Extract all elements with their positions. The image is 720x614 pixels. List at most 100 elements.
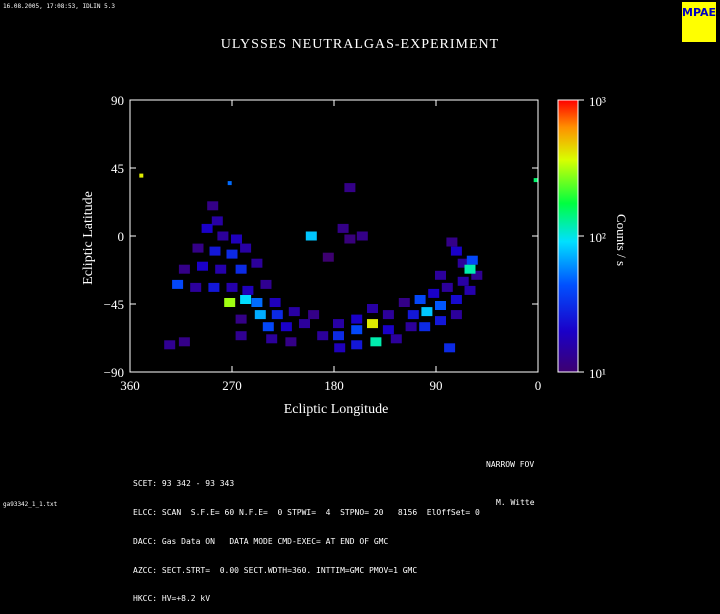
heatmap-cell xyxy=(235,331,247,341)
heatmap-cell xyxy=(405,322,417,332)
heatmap-cell xyxy=(471,270,483,280)
heatmap-cell xyxy=(356,231,368,241)
footer-line-elcc: ELCC: SCAN S.F.E= 60 N.F.E= 0 STPWI= 4 S… xyxy=(133,507,480,517)
heatmap-cell xyxy=(419,322,431,332)
footer-line-dacc: DACC: Gas Data ON DATA MODE CMD-EXEC= AT… xyxy=(133,536,389,546)
heatmap-cell xyxy=(333,319,344,329)
y-tick-label: −90 xyxy=(104,365,124,380)
chart-title: ULYSSES NEUTRALGAS-EXPERIMENT xyxy=(220,37,500,52)
footer-info: SCET: 93 342 - 93 343 ELCC: SCAN S.F.E= … xyxy=(133,460,480,614)
heatmap-cell xyxy=(450,295,462,304)
heatmap-cell xyxy=(226,282,238,292)
heatmap-cell xyxy=(254,310,266,320)
heatmap-cell xyxy=(251,298,263,307)
colorbar-tick-top: 10³ xyxy=(589,94,606,109)
heatmap-cell xyxy=(226,249,238,259)
colorbar-tick-mid: 10² xyxy=(589,230,606,245)
heatmap-cell xyxy=(414,295,426,304)
heatmap-cell xyxy=(407,310,419,320)
fov-label: NARROW FOV xyxy=(486,460,535,469)
x-axis-ticks: 360 270 180 90 0 xyxy=(120,100,541,393)
heatmap-cell xyxy=(317,331,329,341)
mpae-logo: MPAE xyxy=(682,2,716,42)
heatmap-cell xyxy=(390,334,402,344)
heatmap-cell xyxy=(251,258,263,268)
heatmap-cell xyxy=(207,201,219,211)
heatmap-cell xyxy=(271,310,283,320)
y-tick-label: 90 xyxy=(111,93,124,108)
heatmap-cell xyxy=(450,246,462,256)
heatmap-cell xyxy=(334,343,346,353)
colorbar xyxy=(557,99,579,373)
heatmap-cell xyxy=(299,319,310,329)
heatmap-cell xyxy=(260,279,272,289)
timestamp: 16.08.2005, 17:08:53, IDLIN 5.3 xyxy=(3,3,115,10)
heatmap-cell xyxy=(533,178,538,183)
heatmap-cell xyxy=(178,264,190,274)
heatmap-cell xyxy=(240,295,252,304)
heatmap-cell xyxy=(466,255,478,265)
heatmap-cell xyxy=(428,288,440,298)
heatmap-cell xyxy=(224,298,236,307)
heatmap-cell xyxy=(382,325,394,335)
heatmap-cell xyxy=(215,264,227,274)
heatmap-cell xyxy=(192,243,204,253)
heatmap-cell xyxy=(285,337,297,347)
heatmap-cell xyxy=(337,223,349,233)
heatmap-cell xyxy=(457,276,469,286)
y-axis-label: Ecliptic Latitude xyxy=(81,191,96,285)
footer-line-azcc: AZCC: SECT.STRT= 0.00 SECT.WDTH=360. INT… xyxy=(133,565,418,575)
x-tick-label: 360 xyxy=(120,378,140,393)
heatmap-cell xyxy=(351,340,363,350)
heatmap-cell xyxy=(444,343,456,353)
filename-label: ga93342_1_1.txt xyxy=(3,501,58,508)
colorbar-ticks xyxy=(578,99,584,373)
heatmap-cell xyxy=(333,331,344,341)
heatmap-cell xyxy=(217,231,229,241)
heatmap-cell xyxy=(235,264,247,274)
heatmap-cell xyxy=(266,334,278,344)
x-tick-label: 0 xyxy=(535,378,542,393)
y-tick-label: −45 xyxy=(104,297,124,312)
heatmap-cell xyxy=(351,314,363,324)
heatmap-cell xyxy=(344,183,356,193)
y-tick-label: 0 xyxy=(118,229,125,244)
heatmap-cell xyxy=(464,264,476,274)
heatmap-cell xyxy=(305,231,317,241)
heatmap-cell xyxy=(382,310,394,320)
heatmap-cell xyxy=(211,216,223,226)
heatmap-cell xyxy=(421,307,433,317)
heatmap-cell xyxy=(231,234,242,244)
heatmap-cell xyxy=(172,279,184,289)
y-tick-label: 45 xyxy=(111,161,124,176)
heatmap-cell xyxy=(201,223,213,233)
heatmap-chart: 360 270 180 90 0 90 45 0 −45 −90 Ecliptic Longit… xyxy=(81,93,629,417)
heatmap-cell xyxy=(240,243,252,253)
heatmap-cell xyxy=(235,314,247,324)
heatmap-cell xyxy=(262,322,274,332)
heatmap-cell xyxy=(308,310,320,320)
heatmap-cell xyxy=(464,285,476,295)
heatmap-cell xyxy=(370,337,382,347)
heatmap-cell xyxy=(322,252,334,262)
heatmap-cell xyxy=(435,270,446,280)
heatmap-cell xyxy=(435,316,446,326)
heatmap-cell xyxy=(242,285,254,295)
heatmap-cell xyxy=(164,340,176,350)
author-label: M. Witte xyxy=(496,498,535,507)
x-tick-label: 270 xyxy=(222,378,242,393)
heatmap-cell xyxy=(446,237,458,247)
colorbar-label: Counts / s xyxy=(614,214,629,266)
heatmap-cell xyxy=(139,173,144,178)
heatmap-cell xyxy=(457,258,469,268)
heatmap-cell xyxy=(208,282,220,292)
heatmap-cell xyxy=(367,319,378,329)
heatmap-cell xyxy=(398,298,410,307)
footer-line-scet: SCET: 93 342 - 93 343 xyxy=(133,479,235,489)
x-tick-label: 180 xyxy=(324,378,344,393)
colorbar-tick-bottom: 10¹ xyxy=(589,366,606,381)
heatmap-cell xyxy=(280,322,292,332)
x-tick-label: 90 xyxy=(430,378,443,393)
logo-text: MPAE xyxy=(682,6,717,19)
footer-line-hkcc: HKCC: HV=+8.2 kV xyxy=(133,594,211,604)
